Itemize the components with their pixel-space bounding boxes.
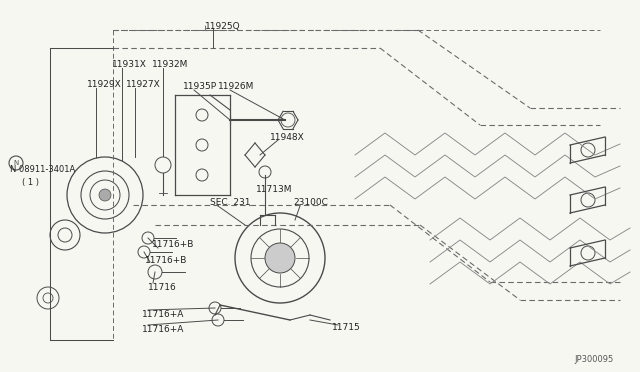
- Text: 11929X: 11929X: [87, 80, 122, 89]
- Text: 11716: 11716: [148, 283, 177, 292]
- Text: 11927X: 11927X: [126, 80, 161, 89]
- Text: 11716+A: 11716+A: [142, 310, 184, 319]
- Circle shape: [99, 189, 111, 201]
- Text: SEC. 231: SEC. 231: [210, 198, 250, 207]
- Text: 11925Q: 11925Q: [205, 22, 241, 31]
- Text: 11716+B: 11716+B: [145, 256, 188, 265]
- Circle shape: [265, 243, 295, 273]
- Text: N 08911-3401A: N 08911-3401A: [10, 165, 76, 174]
- Text: 11932M: 11932M: [152, 60, 188, 69]
- Text: 11715: 11715: [332, 323, 361, 332]
- Text: 11716+B: 11716+B: [152, 240, 195, 249]
- Text: 23100C: 23100C: [293, 198, 328, 207]
- Text: ( 1 ): ( 1 ): [22, 178, 39, 187]
- Text: 11713M: 11713M: [256, 185, 292, 194]
- Text: 11948X: 11948X: [270, 133, 305, 142]
- Text: JP300095: JP300095: [575, 355, 614, 364]
- Text: 11935P: 11935P: [183, 82, 217, 91]
- Text: 11926M: 11926M: [218, 82, 254, 91]
- Text: 11716+A: 11716+A: [142, 325, 184, 334]
- Text: N: N: [13, 160, 19, 166]
- Text: 11931X: 11931X: [112, 60, 147, 69]
